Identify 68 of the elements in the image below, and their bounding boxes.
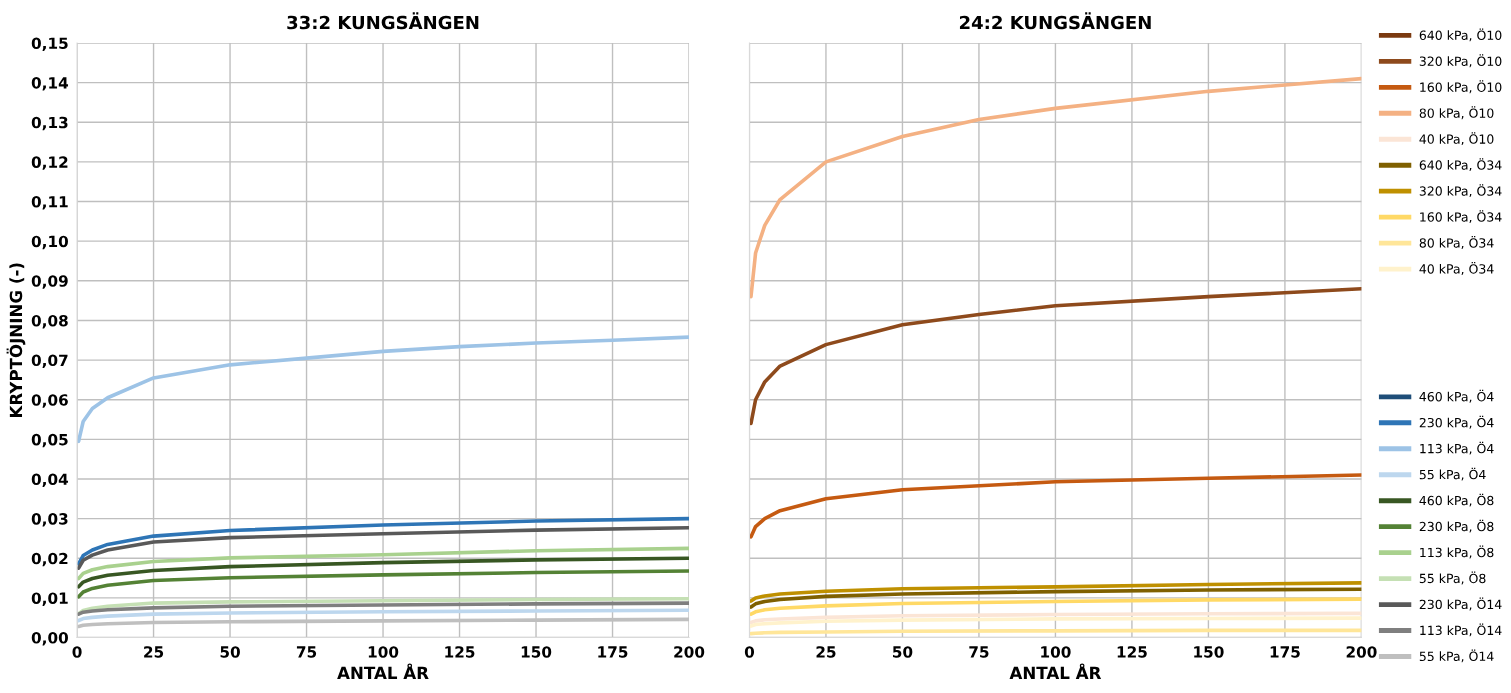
x-tick-label: 100 (1041, 646, 1071, 658)
x-tick-label: 125 (445, 646, 475, 658)
legend-label: 640 kPa, Ö34 (1419, 158, 1502, 172)
legend-label: 40 kPa, Ö34 (1419, 262, 1494, 275)
legend-label: 160 kPa, Ö34 (1420, 210, 1502, 223)
y-tick-label: 0,12 (31, 156, 68, 170)
x-tick-label: 50 (892, 646, 913, 658)
x-tick-label: 100 (368, 646, 399, 658)
legend-label: 80 kPa, Ö10 (1419, 106, 1494, 120)
line-series (77, 556, 690, 589)
x-tick-label: 150 (521, 646, 552, 658)
legend-label: 320 kPa, Ö34 (1419, 184, 1502, 198)
line-series (77, 608, 690, 623)
x-tick-label: 150 (1194, 646, 1224, 658)
x-tick-label: 25 (144, 646, 164, 658)
x-tick-label: 200 (1346, 646, 1377, 658)
line-series (77, 569, 690, 599)
y-tick-label: 0,11 (31, 195, 68, 210)
legend-label: 55 kPa, Ö4 (1419, 467, 1486, 481)
x-tick-label: 0 (744, 646, 755, 658)
y-tick-label: 0,07 (31, 354, 68, 369)
x-tick-label: 175 (1270, 646, 1300, 658)
y-tick-label: 0,15 (31, 37, 68, 51)
x-tick-label: 175 (598, 646, 628, 658)
legend-label: 55 kPa, Ö8 (1419, 571, 1486, 585)
y-tick-label: 0,13 (31, 116, 68, 131)
x-tick-label: 75 (296, 646, 317, 658)
y-axis-title: KRYPTÖJNING (-) (6, 263, 26, 418)
x-tick-label: 0 (72, 646, 82, 658)
x-tick-label: 25 (816, 646, 836, 658)
y-tick-label: 0,06 (31, 394, 68, 408)
x-axis-title: ANTAL ÅR (337, 663, 429, 679)
y-tick-label: 0,05 (31, 433, 68, 448)
legend-label: 230 kPa, Ö14 (1419, 597, 1502, 611)
legend-label: 40 kPa, Ö10 (1419, 132, 1494, 146)
y-tick-label: 0,09 (31, 275, 68, 289)
legend-label: 230 kPa, Ö8 (1419, 519, 1494, 533)
legend-label: 230 kPa, Ö4 (1419, 415, 1494, 429)
chart-title: 24:2 KUNGSÄNGEN (959, 12, 1151, 30)
legend-label: 113 kPa, Ö4 (1420, 441, 1494, 455)
y-tick-label: 0,10 (31, 235, 68, 250)
x-tick-label: 200 (674, 646, 705, 658)
legend-label: 113 kPa, Ö14 (1420, 623, 1502, 637)
x-axis-title: ANTAL ÅR (1009, 663, 1102, 679)
legend-label: 640 kPa, Ö10 (1419, 28, 1502, 42)
legend-label: 320 kPa, Ö10 (1419, 54, 1502, 68)
legend-label: 80 kPa, Ö34 (1419, 236, 1494, 249)
line-series (77, 335, 690, 444)
y-tick-label: 0,01 (31, 592, 68, 606)
y-tick-label: 0,04 (31, 473, 69, 487)
legend-label: 160 kPa, Ö10 (1420, 80, 1502, 94)
y-tick-label: 0,14 (31, 77, 69, 91)
legend-label: 460 kPa, Ö4 (1419, 389, 1494, 403)
line-series (77, 516, 690, 566)
y-tick-label: 0,08 (31, 314, 68, 329)
x-tick-label: 50 (220, 646, 240, 658)
y-tick-label: 0,00 (31, 632, 68, 646)
line-series (77, 546, 690, 581)
legend-label: 55 kPa, Ö14 (1419, 649, 1494, 663)
chart-title: 33:2 KUNGSÄNGEN (287, 12, 479, 30)
legend-label: 113 kPa, Ö8 (1420, 545, 1494, 559)
x-tick-label: 75 (969, 646, 989, 658)
y-tick-label: 0,02 (31, 552, 68, 567)
legend-label: 460 kPa, Ö8 (1419, 493, 1494, 507)
line-series (77, 525, 690, 570)
x-tick-label: 125 (1117, 646, 1147, 658)
y-tick-label: 0,03 (31, 513, 68, 527)
line-series (77, 601, 690, 616)
